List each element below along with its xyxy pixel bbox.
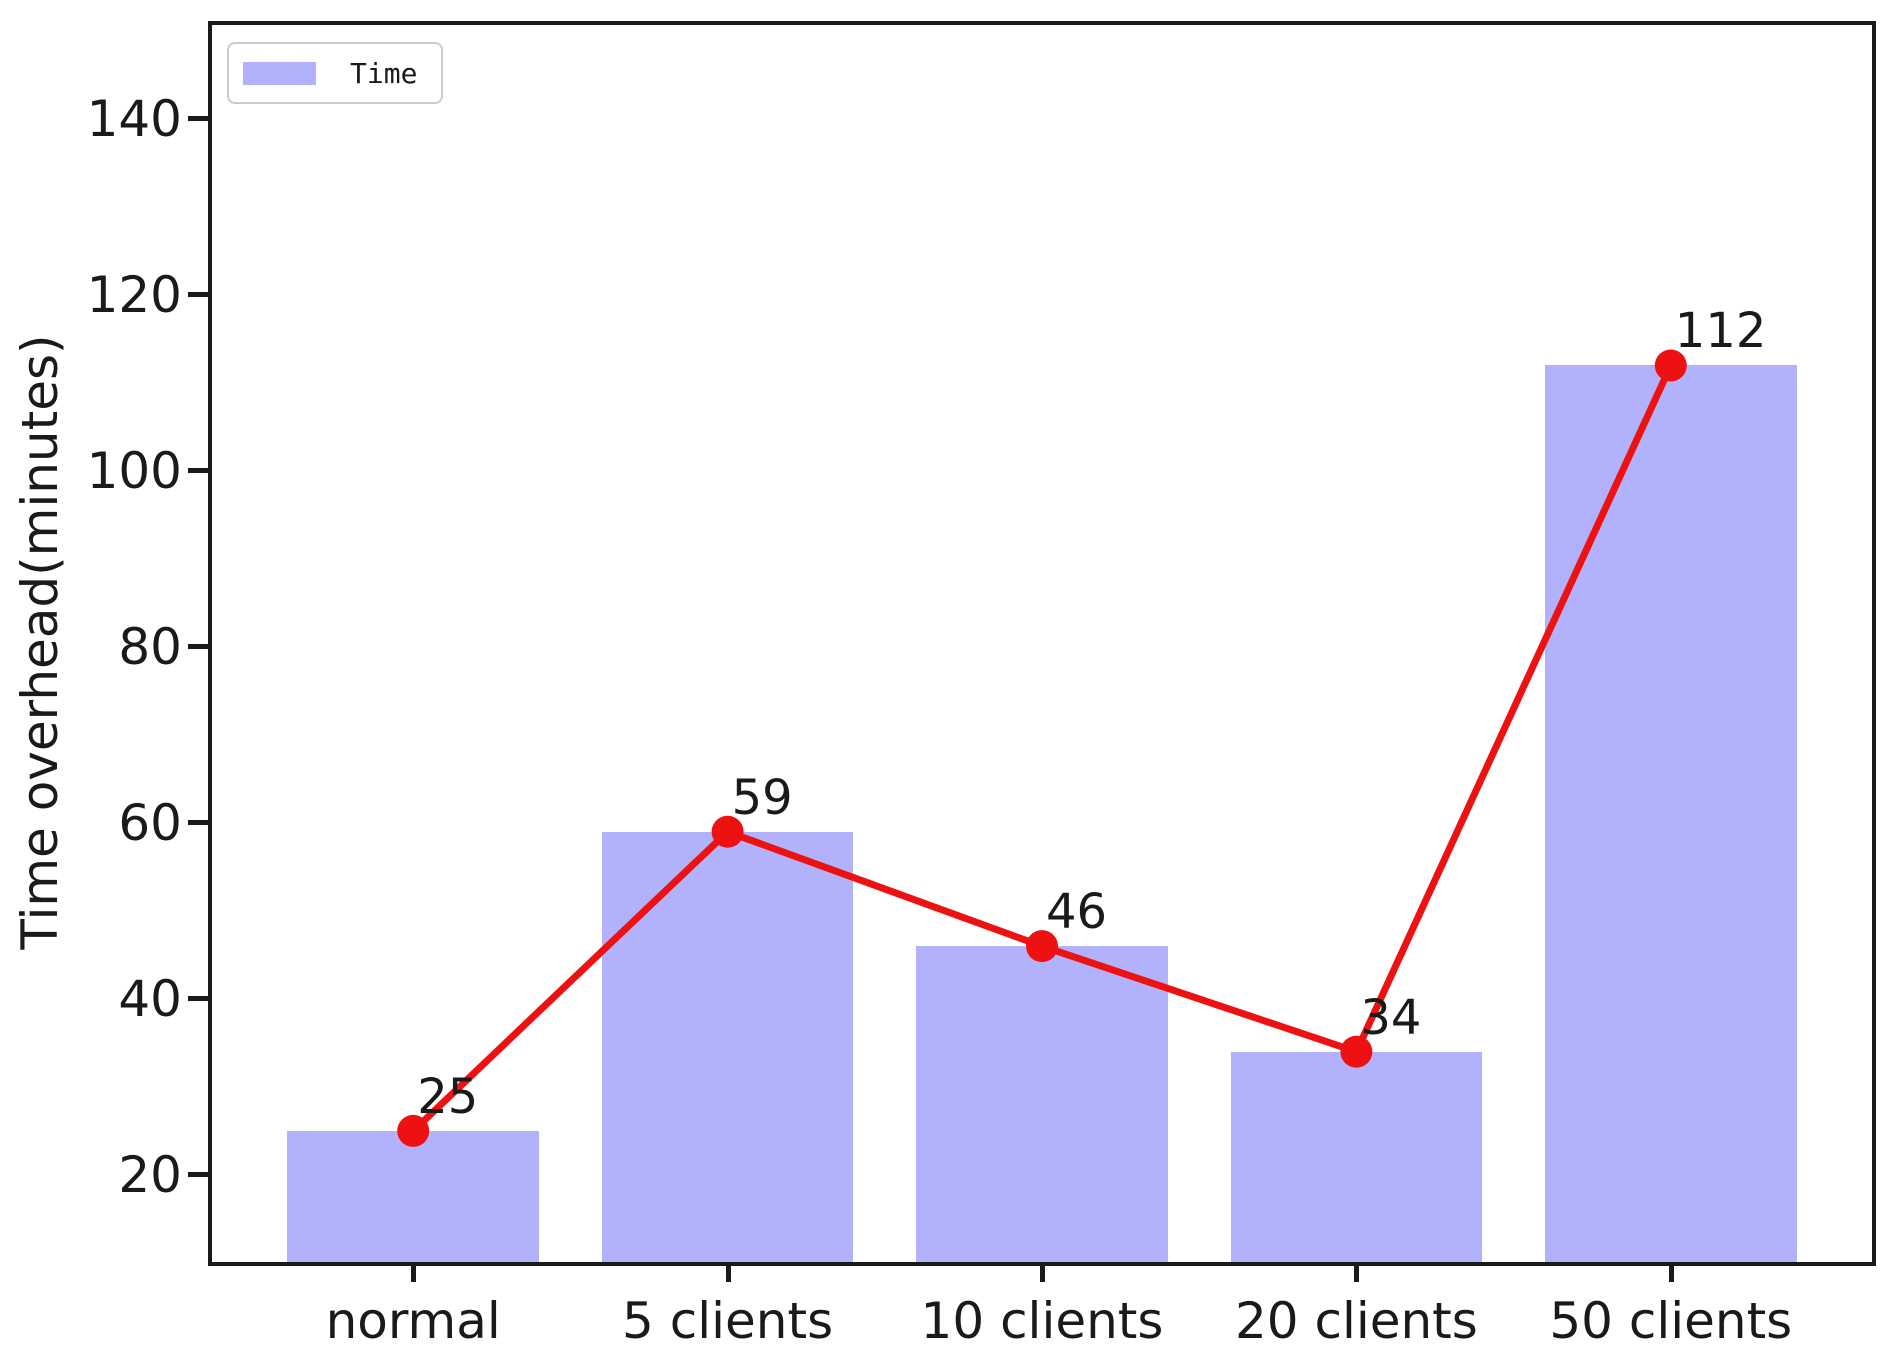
legend-swatch-time (243, 61, 316, 85)
data-point-marker (1340, 1035, 1373, 1068)
line-series-layer (397, 349, 1687, 1147)
x-tick-label: 50 clients (1549, 1292, 1793, 1350)
y-tick-label: 80 (118, 618, 182, 677)
plot-area: 25 59 46 34 112 (208, 21, 1876, 1266)
bar-10-clients (916, 946, 1168, 1262)
y-tick-mark (188, 644, 208, 650)
time-line-series (410, 364, 1674, 1134)
x-tick-mark (1040, 1266, 1045, 1282)
data-point-marker (711, 815, 744, 848)
y-tick-label: 140 (86, 90, 182, 149)
x-tick-label: normal (325, 1292, 501, 1350)
legend: Time (227, 42, 443, 104)
x-tick-mark (1354, 1266, 1360, 1282)
bar-20-clients (1230, 1051, 1483, 1262)
data-point-label: 112 (1674, 303, 1767, 360)
bar-5-clients (601, 831, 854, 1262)
x-tick-mark (725, 1266, 731, 1282)
data-point-marker (1654, 349, 1687, 382)
x-tick-label: 20 clients (1234, 1292, 1478, 1350)
data-point-label: 34 (1360, 989, 1422, 1046)
x-tick-label: 5 clients (622, 1292, 834, 1350)
y-tick-label: 60 (118, 793, 182, 852)
data-point-marker (397, 1114, 430, 1147)
data-point-marker (1026, 930, 1058, 963)
data-point-label: 59 (731, 769, 793, 826)
x-tick-mark (411, 1266, 417, 1282)
y-tick-mark (188, 995, 208, 1001)
y-tick-label: 40 (118, 969, 182, 1028)
y-tick-mark (188, 1171, 208, 1177)
data-point-label: 46 (1046, 884, 1108, 941)
x-tick-mark (1668, 1266, 1674, 1282)
y-tick-label: 100 (86, 442, 182, 501)
data-point-label: 25 (417, 1068, 479, 1125)
legend-label: Time (350, 56, 418, 90)
y-tick-mark (188, 116, 208, 122)
y-tick-mark (188, 819, 208, 825)
y-tick-mark (188, 468, 208, 474)
x-tick-label: 10 clients (920, 1292, 1164, 1350)
y-tick-label: 120 (86, 266, 182, 325)
bar-50-clients (1545, 365, 1797, 1262)
y-tick-mark (188, 292, 208, 298)
y-tick-label: 20 (118, 1145, 182, 1204)
bar-normal (287, 1130, 539, 1262)
